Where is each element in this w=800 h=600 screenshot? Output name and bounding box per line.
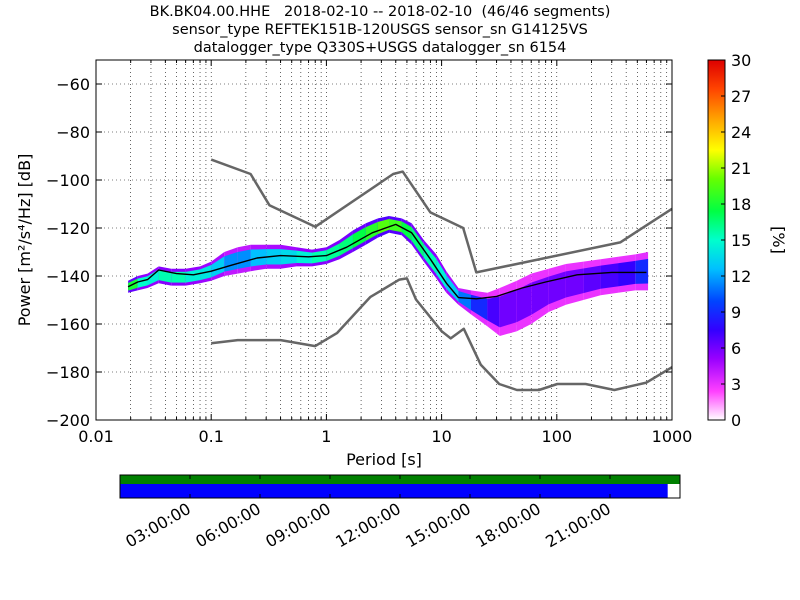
x-tick-label: 1 (321, 427, 331, 446)
y-tick-label: −140 (46, 267, 90, 286)
colorbar-tick-label: 24 (731, 123, 751, 142)
psd-band-core (499, 289, 517, 328)
axes: 0.01 0.1 1 10 100 1000 −60 −80 −100 −120 −140 −160 −… (15, 59, 693, 469)
psd-band-core (618, 260, 636, 287)
grid-lines (95, 60, 672, 421)
colorbar: 0 3 6 9 12 15 18 21 24 27 30 [%] (707, 51, 788, 430)
colorbar-tick-label: 0 (731, 411, 741, 430)
psd-band-core (352, 227, 366, 249)
psd-band-core (471, 294, 488, 321)
coverage-time-label: 15:00:00 (402, 499, 474, 551)
x-tick-label: 0.1 (198, 427, 223, 446)
new-low-noise-model-line (211, 277, 673, 392)
coverage-time-label: 06:00:00 (192, 499, 264, 551)
psd-band-core (458, 291, 472, 311)
colorbar-tick-label: 30 (731, 51, 751, 70)
data-coverage-bar: 03:00:0006:00:0009:00:0012:00:0015:00:00… (119, 474, 681, 551)
y-tick-label: −160 (46, 315, 90, 334)
psd-band-core (548, 271, 566, 305)
chart-title-line-1: BK.BK04.00.HHE 2018-02-10 -- 2018-02-10 … (149, 4, 611, 20)
coverage-time-label: 12:00:00 (332, 499, 404, 551)
chart-title-line-2: sensor_type REFTEK151B-120USGS sensor_sn… (172, 22, 588, 38)
colorbar-tick-label: 9 (731, 303, 741, 322)
colorbar-tick-label: 3 (731, 375, 741, 394)
psd-band-core (147, 269, 159, 286)
psd-band-core (280, 249, 297, 265)
psd-band-core (487, 296, 500, 328)
colorbar-tick-label: 6 (731, 339, 741, 358)
y-tick-label: −80 (56, 123, 90, 142)
psd-band-core (137, 276, 148, 288)
coverage-time-label: 21:00:00 (542, 499, 614, 551)
psd-band-core (516, 282, 532, 323)
colorbar-tick-label: 27 (731, 87, 751, 106)
psd-band-core (635, 258, 649, 284)
psd-band-core (158, 269, 172, 283)
colorbar-tick-label: 15 (731, 231, 751, 250)
psd-band-core (389, 219, 402, 233)
coverage-top-bar (120, 475, 680, 484)
colorbar-label: [%] (769, 226, 788, 254)
psd-lines (127, 158, 673, 392)
psd-band-core (237, 249, 251, 269)
psd-band-core (339, 234, 353, 256)
plot-frame (95, 59, 673, 421)
colorbar-tick-label: 21 (731, 159, 751, 178)
new-high-noise-model-line (210, 158, 673, 274)
mean-psd-line (127, 223, 647, 300)
colorbar-tick-label: 18 (731, 195, 751, 214)
psd-band-core (401, 221, 412, 241)
y-axis-label: Power [m²/s⁴/Hz] [dB] (15, 154, 34, 327)
coverage-bottom-bar (120, 484, 668, 498)
y-tick-label: −60 (56, 75, 90, 94)
y-tick-label: −180 (46, 363, 90, 382)
colorbar-tick-label: 12 (731, 267, 751, 286)
x-tick-label: 1000 (652, 427, 693, 446)
y-tick-label: −100 (46, 171, 90, 190)
psd-band-core (436, 258, 447, 289)
x-tick-label: 0.01 (78, 427, 114, 446)
psd-band-core (365, 221, 378, 241)
psd-band-core (565, 268, 584, 298)
coverage-time-label: 03:00:00 (122, 499, 194, 551)
chart-title-line-3: datalogger_type Q330S+USGS datalogger_sn… (193, 40, 567, 56)
y-tick-label: −200 (46, 411, 90, 430)
psd-band-core (312, 250, 327, 264)
coverage-time-label: 18:00:00 (472, 499, 544, 551)
psd-band-core (583, 265, 601, 294)
coverage-time-label: 09:00:00 (262, 499, 334, 551)
x-axis-label: Period [s] (346, 450, 422, 469)
x-tick-label: 10 (431, 427, 451, 446)
x-tick-label: 100 (542, 427, 573, 446)
psd-band-core (211, 256, 225, 278)
y-tick-label: −120 (46, 219, 90, 238)
psd-band-core (531, 276, 549, 315)
psd-band-core (600, 263, 619, 289)
psd-band-core (185, 269, 201, 283)
